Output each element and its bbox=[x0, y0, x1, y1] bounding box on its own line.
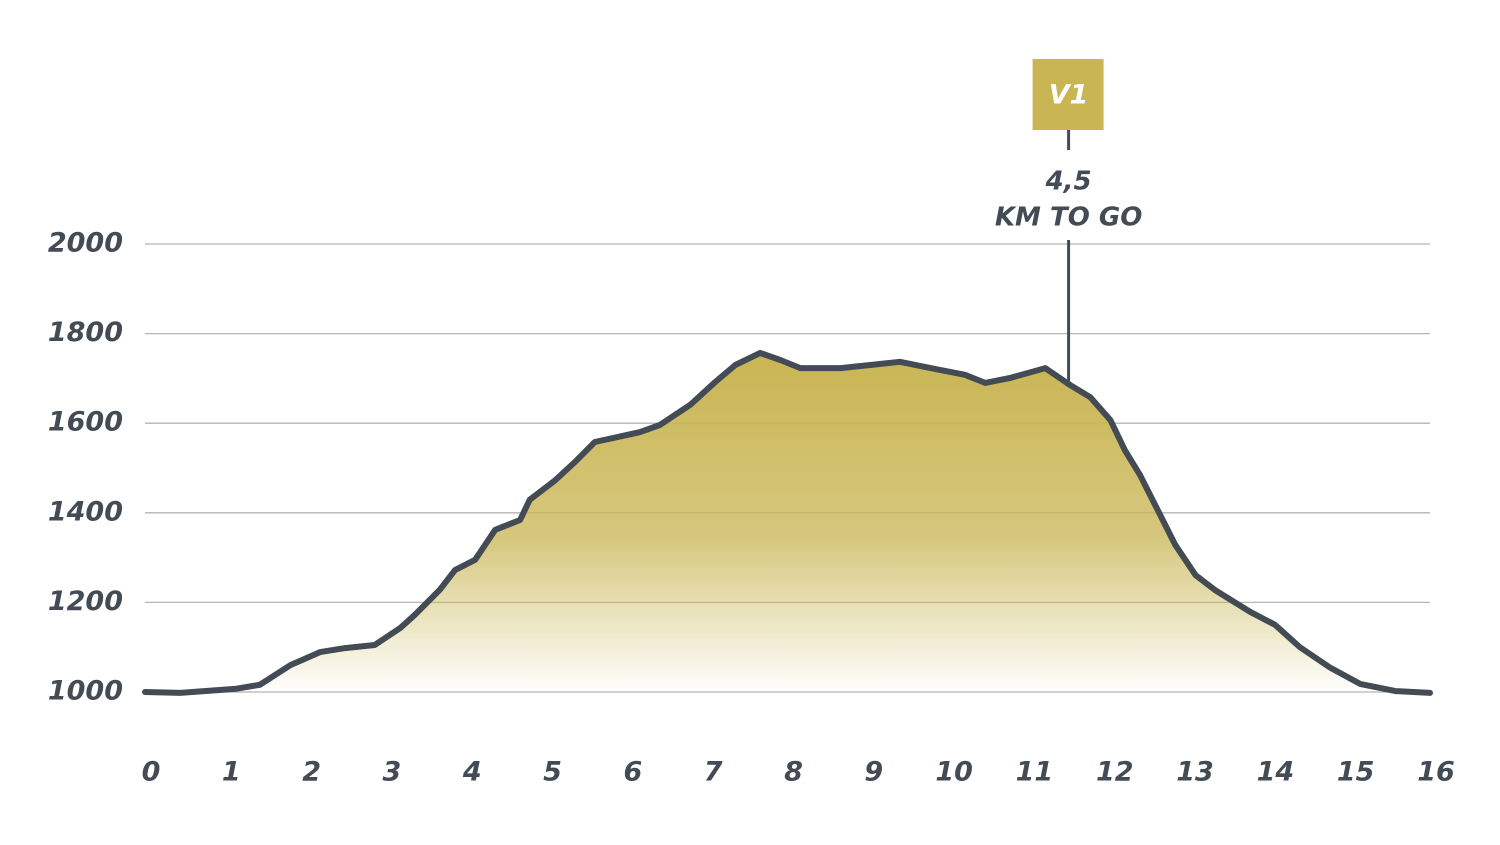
marker-text: KM TO GO bbox=[995, 203, 1142, 233]
y-tick-label: 1000 bbox=[48, 676, 123, 707]
x-tick-label: 10 bbox=[935, 757, 973, 788]
y-tick-label: 1800 bbox=[48, 317, 123, 348]
marker-label: V1 bbox=[1049, 80, 1089, 111]
x-tick-label: 14 bbox=[1257, 757, 1295, 788]
x-tick-label: 12 bbox=[1096, 757, 1134, 788]
y-tick-label: 2000 bbox=[48, 228, 123, 259]
x-tick-label: 16 bbox=[1417, 757, 1455, 788]
x-tick-label: 5 bbox=[543, 757, 562, 788]
x-tick-label: 3 bbox=[383, 757, 402, 788]
marker-text: 4,5 bbox=[1045, 167, 1092, 197]
x-tick-label: 7 bbox=[704, 757, 723, 788]
y-tick-label: 1200 bbox=[48, 586, 123, 617]
marker-box bbox=[1032, 59, 1104, 130]
y-tick-label: 1400 bbox=[48, 496, 123, 527]
x-tick-label: 0 bbox=[142, 757, 161, 788]
profile-line bbox=[142, 349, 1433, 696]
x-tick-label: 8 bbox=[784, 757, 803, 788]
x-tick-label: 15 bbox=[1337, 757, 1375, 788]
y-tick-label: 1600 bbox=[48, 407, 123, 438]
x-tick-label: 2 bbox=[302, 757, 321, 788]
x-tick-label: 4 bbox=[462, 757, 482, 788]
x-tick-label: 11 bbox=[1016, 757, 1054, 788]
area-fill bbox=[145, 352, 1430, 693]
x-tick-label: 1 bbox=[222, 757, 241, 788]
x-tick-label: 13 bbox=[1176, 757, 1214, 788]
x-tick-label: 6 bbox=[623, 757, 642, 788]
x-tick-label: 9 bbox=[864, 757, 883, 788]
